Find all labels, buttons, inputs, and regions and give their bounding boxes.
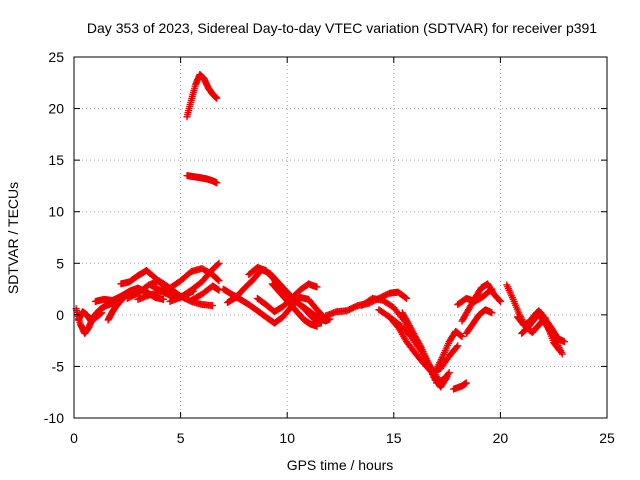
data-point (496, 297, 504, 305)
data-point (434, 362, 442, 370)
x-tick-label: 20 (493, 430, 509, 446)
y-tick-label: -5 (52, 358, 65, 374)
series-arc-y (449, 379, 470, 393)
data-point (436, 357, 444, 365)
data-point (436, 359, 444, 367)
data-point (409, 328, 417, 336)
data-point (160, 295, 168, 303)
data-point (406, 322, 414, 330)
data-point (438, 354, 446, 362)
data-point (213, 94, 221, 102)
data-point (406, 323, 414, 331)
data-point (442, 374, 450, 382)
data-point (462, 379, 470, 387)
y-tick-label: 15 (48, 152, 64, 168)
series-arc-k (219, 285, 330, 327)
y-tick-label: 20 (48, 101, 64, 117)
x-tick-labels: 0 5 10 15 20 25 (70, 430, 615, 446)
y-tick-label: -10 (44, 410, 64, 426)
data-point (407, 325, 415, 333)
series-arc-i (166, 259, 223, 305)
data-point (445, 369, 453, 377)
x-axis-label: GPS time / hours (287, 457, 394, 473)
data-point (215, 277, 223, 285)
data-point (214, 276, 222, 284)
data-point (555, 346, 563, 354)
data-point (213, 179, 221, 187)
x-tick-label: 5 (177, 430, 185, 446)
series-arc-ac (528, 307, 568, 346)
axis-ticks (73, 56, 608, 419)
series-arc-j (187, 282, 223, 304)
data-point (458, 333, 466, 341)
data-point (408, 326, 416, 334)
data-point (215, 259, 223, 267)
data-point (435, 360, 443, 368)
series-arc-t (398, 309, 451, 391)
data-point (454, 342, 462, 350)
data-point (453, 343, 461, 351)
data-point (443, 373, 451, 381)
x-tick-label: 0 (70, 430, 78, 446)
data-point (214, 260, 222, 268)
data-points (72, 71, 568, 393)
y-tick-label: 0 (56, 307, 64, 323)
series-arc-b (74, 308, 106, 325)
data-point (437, 355, 445, 363)
data-point (405, 320, 413, 328)
chart-title: Day 353 of 2023, Sidereal Day-to-day VTE… (87, 20, 597, 36)
data-point (417, 342, 425, 350)
data-point (487, 286, 495, 294)
y-tick-label: 25 (48, 49, 64, 65)
data-point (496, 297, 504, 305)
y-tick-label: 10 (48, 204, 64, 220)
data-point (209, 302, 217, 310)
series-arc-u (432, 327, 466, 374)
plot-frame (73, 56, 608, 419)
data-point (410, 329, 418, 337)
data-point (488, 285, 496, 293)
data-point (488, 309, 496, 317)
data-point (313, 322, 321, 330)
data-point (213, 275, 221, 283)
series-arc-w (454, 285, 496, 309)
series-arc-x (462, 306, 496, 337)
data-point (402, 294, 410, 302)
y-tick-label: 5 (56, 255, 64, 271)
x-tick-label: 10 (279, 430, 295, 446)
x-tick-label: 15 (386, 430, 402, 446)
y-tick-labels: -10 -5 0 5 10 15 20 25 (44, 49, 64, 426)
series-arc-l (224, 265, 325, 327)
series-arc-o (268, 280, 321, 330)
series-arc-r (375, 306, 453, 387)
data-point (432, 366, 440, 374)
data-point (403, 294, 411, 302)
data-point (556, 347, 564, 355)
series-arc-13 (183, 172, 221, 187)
series-arc-high-peak (183, 71, 221, 121)
data-point (98, 309, 106, 317)
data-point (313, 283, 321, 291)
data-point (560, 338, 568, 346)
x-tick-label: 25 (599, 430, 615, 446)
y-axis-label: SDTVAR / TECUs (5, 182, 21, 294)
grid (74, 57, 607, 418)
data-point (433, 364, 441, 372)
